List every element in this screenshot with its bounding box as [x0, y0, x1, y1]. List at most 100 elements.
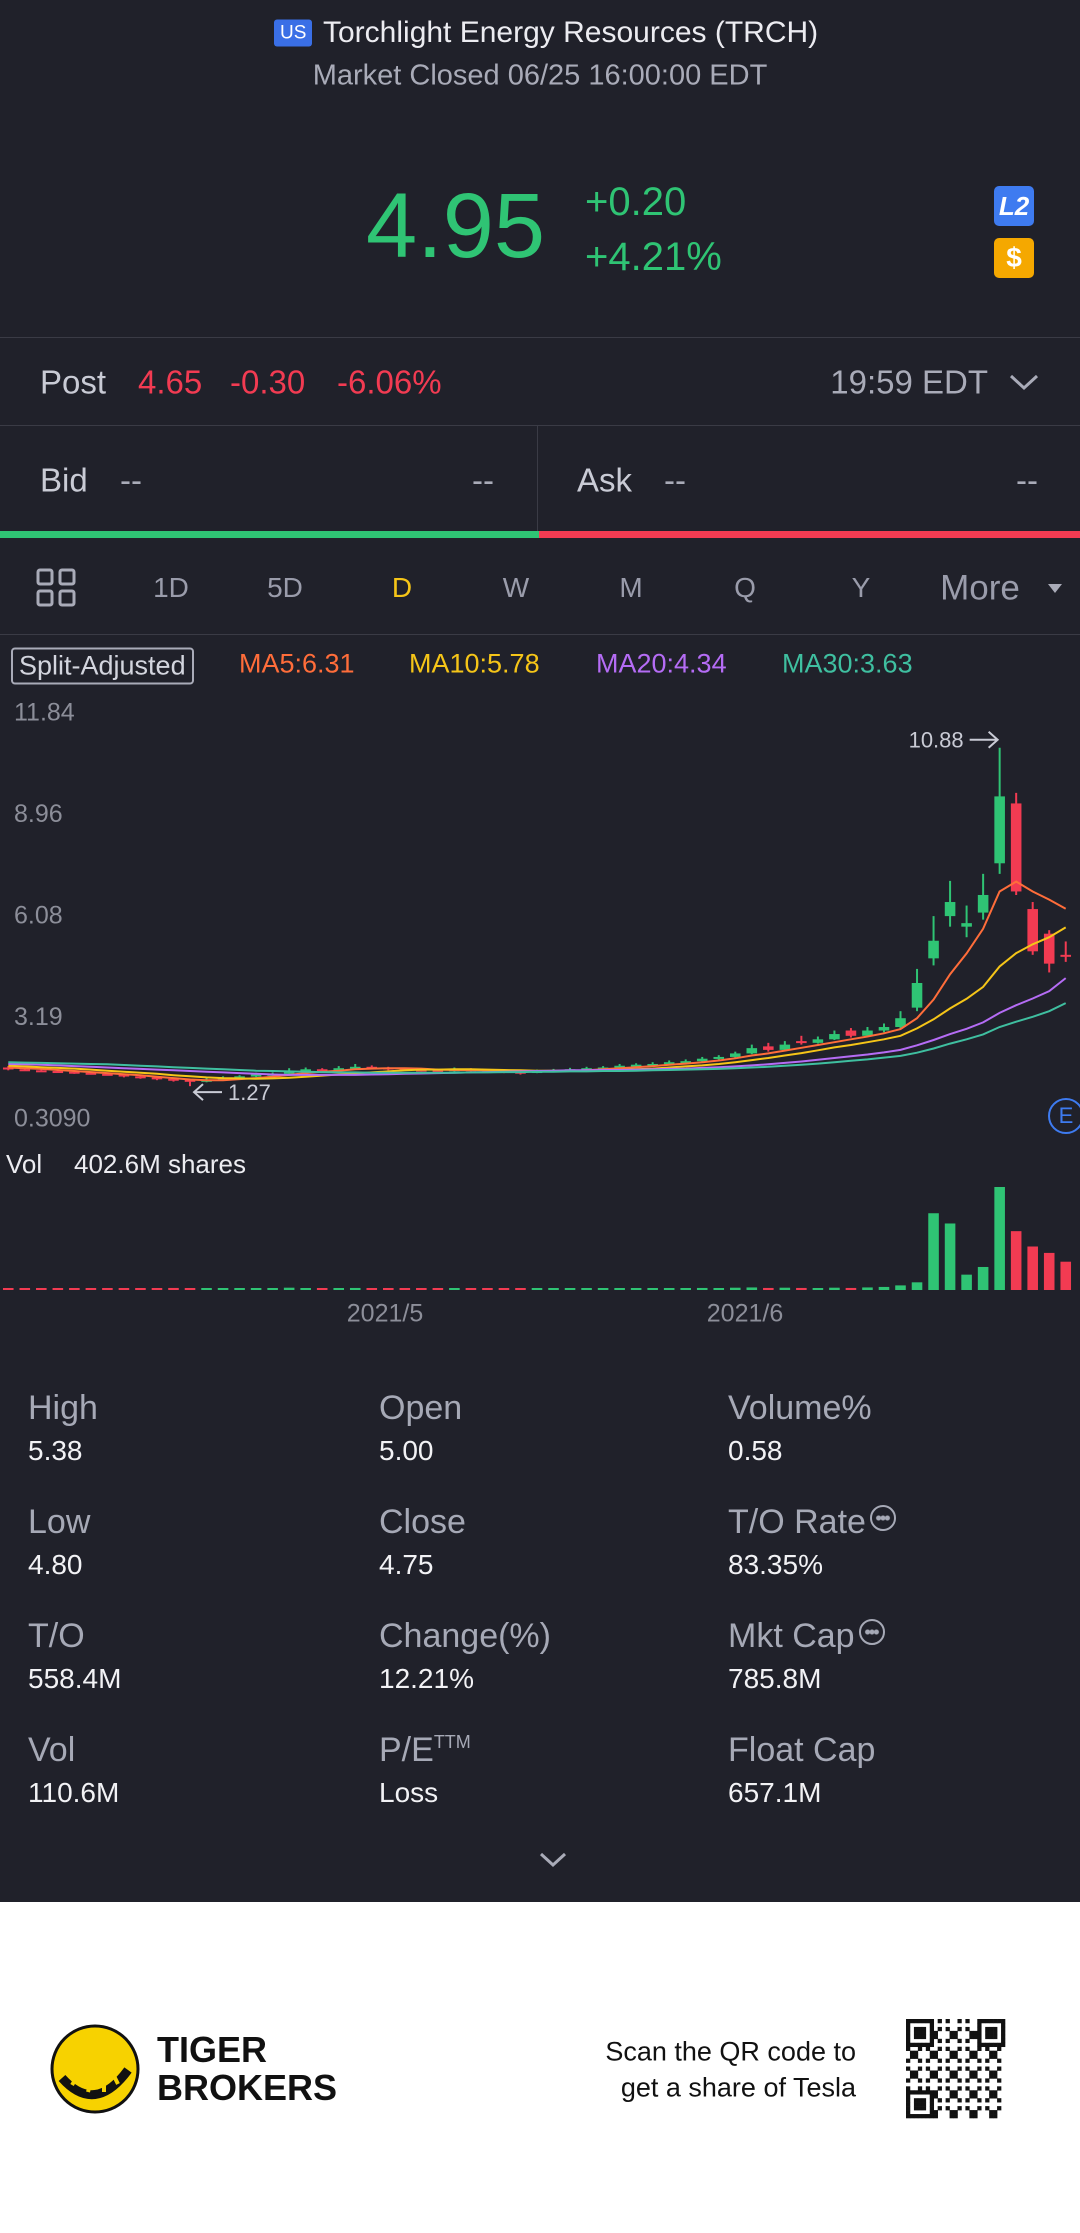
qr-cell: [921, 2019, 927, 2024]
qr-cell: [921, 2098, 927, 2103]
stat-label: T/O: [28, 1617, 85, 1655]
qr-cell: [929, 2038, 935, 2044]
level2-badge[interactable]: L2: [994, 186, 1034, 226]
qr-cell: [965, 2086, 970, 2091]
qr-cell: [913, 2098, 919, 2103]
qr-cell: [977, 2022, 982, 2028]
qr-cell: [949, 2090, 954, 2095]
qr-cell: [933, 2090, 938, 2095]
market-status: Market Closed 06/25 16:00:00 EDT: [312, 59, 768, 92]
qr-cell: [917, 2106, 923, 2111]
qr-cell: [989, 2110, 994, 2115]
qr-cell: [937, 2046, 942, 2051]
qr-cell: [985, 2034, 990, 2040]
period-tab[interactable]: Y: [851, 572, 871, 603]
qr-cell: [997, 2078, 1002, 2083]
stat-label: T/O Rate: [728, 1505, 896, 1539]
qr-cell: [989, 2034, 994, 2040]
qr-cell: [989, 2026, 994, 2032]
qr-cell: [993, 2050, 998, 2055]
ma-legend: MA20:4.34: [596, 648, 727, 679]
qr-cell: [965, 2019, 970, 2024]
qr-cell: [965, 2106, 970, 2111]
qr-cell: [913, 2030, 919, 2036]
stat-value: 5.38: [28, 1435, 83, 1466]
qr-cell: [906, 2094, 911, 2099]
qr-cell: [933, 2050, 938, 2055]
qr-cell: [949, 2094, 954, 2099]
qr-cell: [937, 2066, 942, 2071]
qr-cell: [913, 2114, 919, 2119]
qr-cell: [917, 2034, 923, 2040]
period-tab[interactable]: More: [940, 568, 1020, 608]
qr-cell: [953, 2054, 958, 2059]
qr-cell: [921, 2090, 927, 2095]
qr-cell: [977, 2106, 982, 2111]
qr-cell: [925, 2086, 931, 2091]
currency-badge[interactable]: $: [994, 238, 1034, 278]
qr-cell: [917, 2066, 923, 2071]
split-adjusted[interactable]: Split-Adjusted: [11, 647, 194, 685]
period-tab[interactable]: W: [502, 572, 530, 603]
qr-cell: [957, 2019, 962, 2024]
qr-cell: [977, 2086, 982, 2091]
qr-cell: [1001, 2026, 1006, 2032]
qr-cell: [953, 2030, 958, 2036]
qr-cell: [989, 2042, 994, 2048]
qr-cell: [965, 2038, 970, 2044]
qr-cell: [965, 2026, 970, 2032]
info-icon[interactable]: [858, 1619, 885, 1645]
qr-cell: [929, 2054, 935, 2059]
qr-cell: [993, 2042, 998, 2048]
qr-cell: [993, 2090, 998, 2095]
ask-size: --: [1016, 461, 1038, 499]
qr-cell: [985, 2019, 990, 2024]
qr-cell: [906, 2110, 911, 2115]
qr-cell: [917, 2019, 923, 2024]
qr-cell: [906, 2042, 911, 2048]
period-tab[interactable]: 5D: [267, 572, 303, 603]
qr-cell: [997, 2106, 1002, 2111]
divider: [537, 425, 538, 531]
brand-line: TIGER: [157, 2029, 268, 2070]
qr-cell: [973, 2070, 978, 2075]
qr-cell: [993, 2070, 998, 2075]
qr-code: [906, 2019, 1006, 2119]
period-tab[interactable]: D: [391, 572, 413, 603]
ask-label: Ask: [577, 461, 633, 499]
qr-cell: [925, 2058, 931, 2063]
qr-cell: [906, 2038, 911, 2044]
qr-cell: [973, 2094, 978, 2099]
qr-cell: [906, 2102, 911, 2107]
post-change: -0.30: [230, 363, 306, 401]
qr-cell: [989, 2090, 994, 2095]
info-icon[interactable]: [869, 1505, 896, 1531]
stat-value: 4.75: [379, 1549, 434, 1580]
qr-cell: [997, 2066, 1002, 2071]
qr-cell: [933, 2070, 938, 2075]
qr-cell: [906, 2058, 911, 2063]
qr-cell: [933, 2110, 938, 2115]
qr-cell: [985, 2046, 990, 2051]
bid-size: --: [472, 461, 494, 499]
qr-cell: [965, 2078, 970, 2083]
qr-cell: [906, 2034, 911, 2040]
qr-cell: [909, 2019, 915, 2024]
qr-cell: [985, 2098, 990, 2103]
qr-cell: [909, 2070, 915, 2075]
qr-cell: [973, 2090, 978, 2095]
qr-cell: [913, 2019, 919, 2024]
promo-line: get a share of Tesla: [620, 2072, 856, 2103]
stat-value: 12.21%: [379, 1663, 474, 1694]
period-tab[interactable]: Q: [734, 572, 756, 603]
qr-cell: [906, 2066, 911, 2071]
qr-cell: [937, 2019, 942, 2024]
stat-value: 4.80: [28, 1549, 83, 1580]
period-tab[interactable]: 1D: [153, 572, 189, 603]
qr-cell: [949, 2110, 954, 2115]
ma-legend: MA10:5.78: [409, 648, 540, 679]
period-tab[interactable]: M: [619, 572, 643, 603]
qr-cell: [969, 2030, 974, 2036]
promo-line: Scan the QR code to: [605, 2036, 856, 2067]
qr-cell: [906, 2078, 911, 2083]
